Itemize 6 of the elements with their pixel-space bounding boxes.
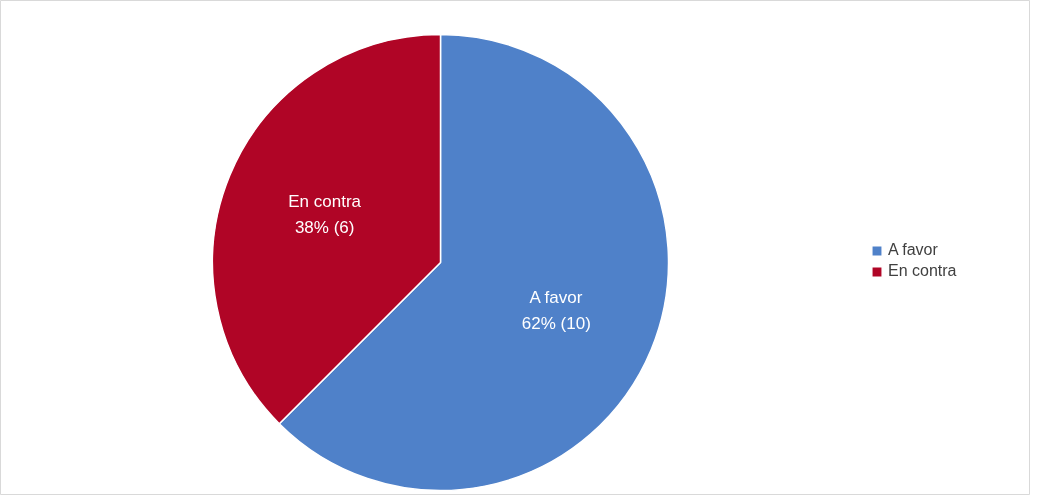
legend-label: A favor [888,241,938,259]
legend-label: En contra [888,262,957,280]
data-label: 62% (10) [521,313,591,333]
data-label: 38% (6) [294,217,355,237]
slice-label: En contra [288,192,362,212]
slice-label: A favor [529,288,583,308]
